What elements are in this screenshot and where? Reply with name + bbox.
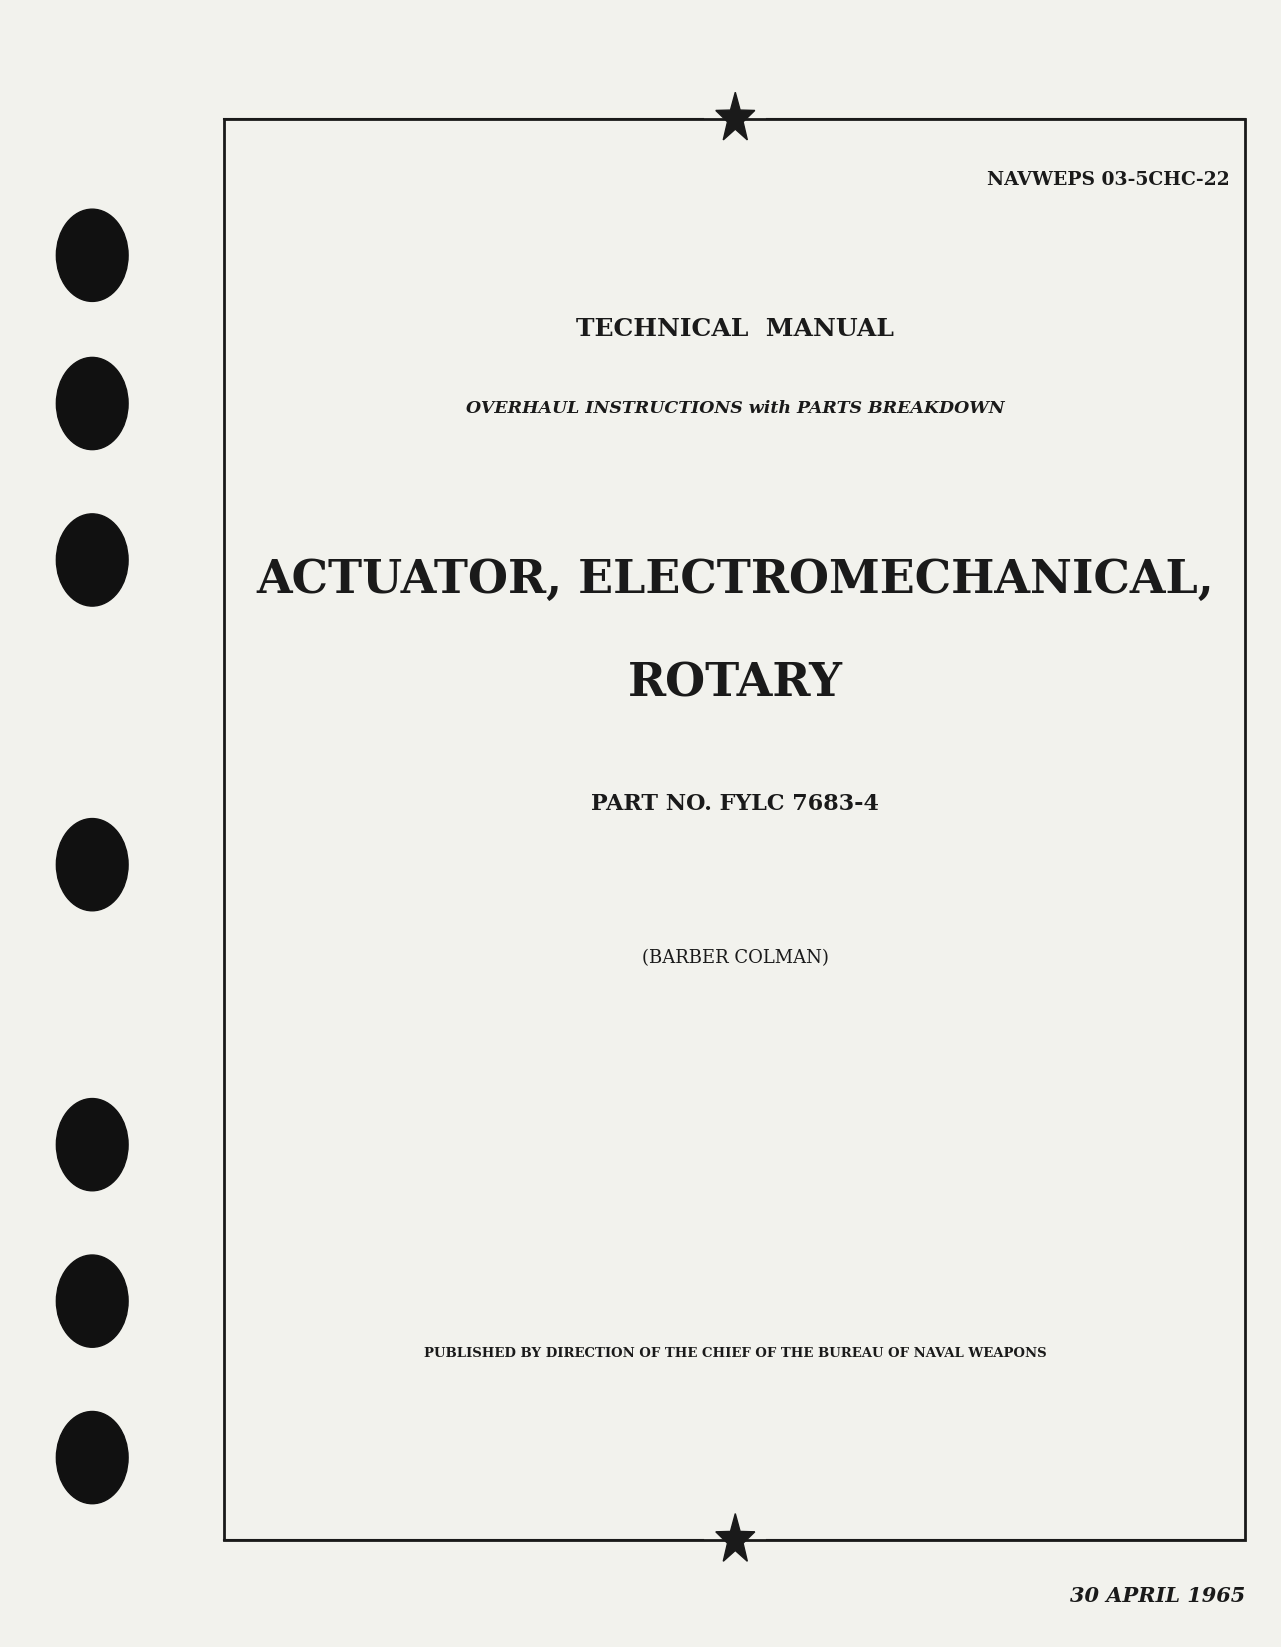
Circle shape xyxy=(56,1411,128,1504)
Circle shape xyxy=(56,357,128,450)
Text: PART NO. FYLC 7683-4: PART NO. FYLC 7683-4 xyxy=(592,792,879,815)
Text: TECHNICAL  MANUAL: TECHNICAL MANUAL xyxy=(576,318,894,341)
Bar xyxy=(224,119,1245,1540)
Text: 30 APRIL 1965: 30 APRIL 1965 xyxy=(1070,1586,1245,1606)
Polygon shape xyxy=(716,92,755,140)
Polygon shape xyxy=(716,1514,755,1561)
Text: ROTARY: ROTARY xyxy=(628,660,843,707)
Text: OVERHAUL INSTRUCTIONS with PARTS BREAKDOWN: OVERHAUL INSTRUCTIONS with PARTS BREAKDO… xyxy=(466,400,1004,417)
Circle shape xyxy=(56,1099,128,1191)
Circle shape xyxy=(56,1255,128,1347)
Text: (BARBER COLMAN): (BARBER COLMAN) xyxy=(642,950,829,967)
Circle shape xyxy=(56,819,128,911)
Text: NAVWEPS 03-5CHC-22: NAVWEPS 03-5CHC-22 xyxy=(988,171,1230,189)
Circle shape xyxy=(56,514,128,606)
Text: PUBLISHED BY DIRECTION OF THE CHIEF OF THE BUREAU OF NAVAL WEAPONS: PUBLISHED BY DIRECTION OF THE CHIEF OF T… xyxy=(424,1347,1047,1360)
Circle shape xyxy=(56,209,128,301)
Text: ACTUATOR, ELECTROMECHANICAL,: ACTUATOR, ELECTROMECHANICAL, xyxy=(256,557,1214,603)
